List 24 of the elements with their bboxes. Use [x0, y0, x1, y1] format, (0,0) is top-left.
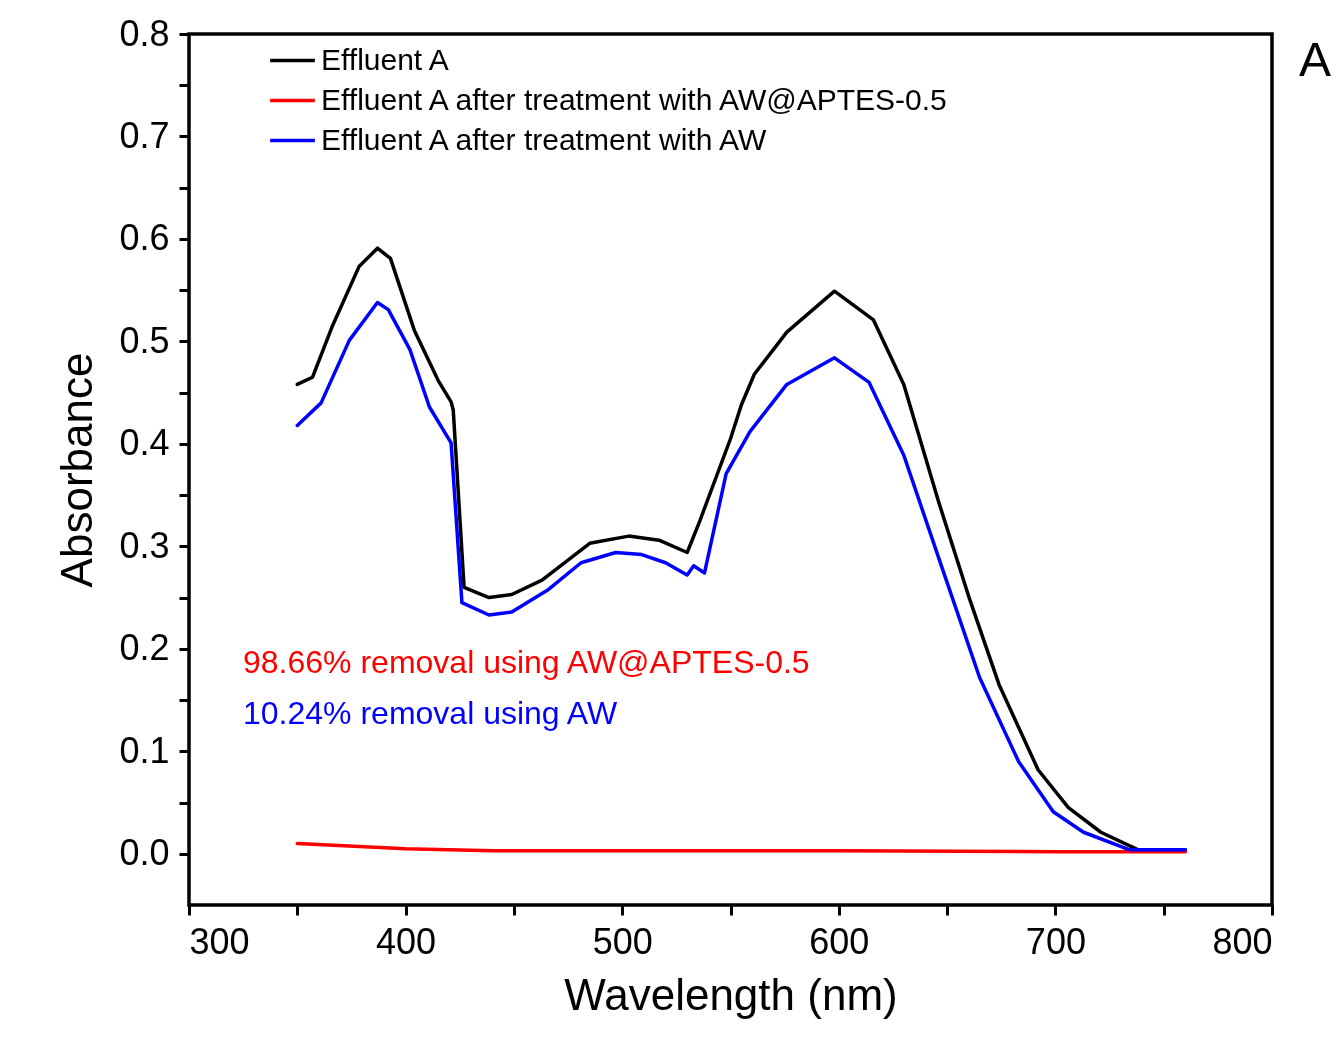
x-tick-label: 600 [809, 920, 870, 962]
x-tick-label: 500 [592, 920, 653, 962]
y-tick-label: 0.3 [119, 524, 170, 566]
x-tick-label: 300 [189, 920, 250, 962]
line-series [295, 841, 1188, 854]
annotation: 10.24% removal using AW [243, 695, 618, 731]
legend-label: Effluent A [321, 42, 449, 76]
y-tick-label: 0.7 [119, 114, 170, 156]
x-tick-label: 800 [1212, 920, 1273, 962]
x-tick-label: 700 [1025, 920, 1086, 962]
legend-label: Effluent A after treatment with AW [321, 122, 767, 156]
x-tick-label: 400 [376, 920, 437, 962]
x-axis-title: Wavelength (nm) [564, 969, 898, 1019]
annotation: 98.66% removal using AW@APTES-0.5 [243, 644, 810, 680]
y-tick-label: 0.6 [119, 217, 170, 259]
y-tick-label: 0.5 [119, 319, 170, 361]
y-tick-label: 0.8 [119, 12, 170, 54]
text: A [1298, 33, 1332, 86]
y-tick-label: 0.0 [119, 832, 170, 874]
y-axis-title: Absorbance [52, 352, 102, 588]
y-tick-label: 0.2 [119, 627, 170, 669]
y-tick-label: 0.4 [119, 422, 170, 464]
legend-label: Effluent A after treatment with AW@APTES-0.5 [321, 82, 947, 116]
y-tick-label: 0.1 [119, 729, 170, 771]
